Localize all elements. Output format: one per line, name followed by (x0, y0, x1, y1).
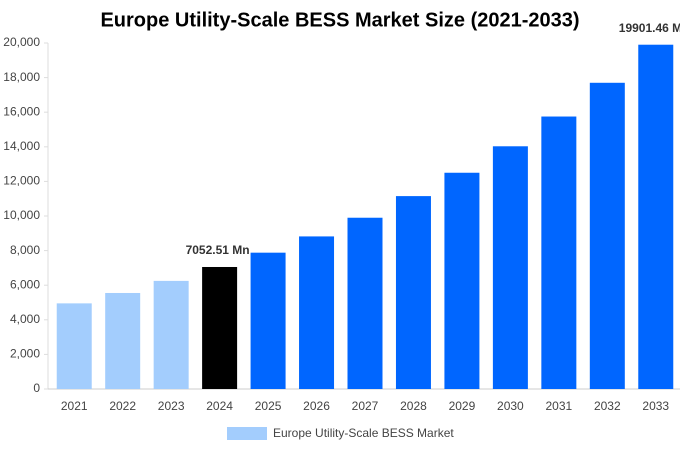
x-tick-label: 2027 (352, 399, 379, 413)
x-tick-label: 2025 (255, 399, 282, 413)
x-tick-label: 2033 (642, 399, 669, 413)
bar (541, 116, 577, 390)
y-tick-label: 10,000 (3, 208, 40, 222)
y-tick-label: 6,000 (10, 277, 40, 291)
bar (153, 280, 189, 389)
chart-title: Europe Utility-Scale BESS Market Size (2… (100, 9, 579, 31)
bar (347, 217, 383, 389)
y-tick-label: 2,000 (10, 347, 40, 361)
bar (444, 172, 480, 389)
x-tick-label: 2032 (594, 399, 621, 413)
x-tick-label: 2028 (400, 399, 427, 413)
x-tick-label: 2031 (545, 399, 572, 413)
x-tick-label: 2029 (449, 399, 476, 413)
x-tick-label: 2024 (206, 399, 233, 413)
y-tick-label: 20,000 (3, 35, 40, 49)
bar (56, 303, 92, 389)
bar (250, 252, 286, 389)
y-tick-label: 4,000 (10, 312, 40, 326)
bar (105, 292, 141, 389)
y-tick-label: 18,000 (3, 70, 40, 84)
value-label: 19901.46 Mn (619, 21, 680, 35)
y-tick-label: 8,000 (10, 243, 40, 257)
x-tick-label: 2030 (497, 399, 524, 413)
y-tick-label: 0 (33, 381, 40, 395)
bar (299, 236, 335, 389)
x-tick-label: 2021 (61, 399, 88, 413)
y-tick-label: 14,000 (3, 139, 40, 153)
legend-swatch (227, 427, 267, 440)
bar (589, 82, 625, 389)
value-label: 7052.51 Mn (186, 243, 250, 257)
x-tick-label: 2022 (109, 399, 136, 413)
y-tick-label: 12,000 (3, 174, 40, 188)
bar (492, 146, 528, 389)
bar (638, 44, 674, 389)
bar (202, 266, 238, 389)
x-tick-label: 2026 (303, 399, 330, 413)
bar (395, 196, 431, 389)
legend-label: Europe Utility-Scale BESS Market (273, 426, 454, 440)
x-tick-label: 2023 (158, 399, 185, 413)
y-tick-label: 16,000 (3, 104, 40, 118)
